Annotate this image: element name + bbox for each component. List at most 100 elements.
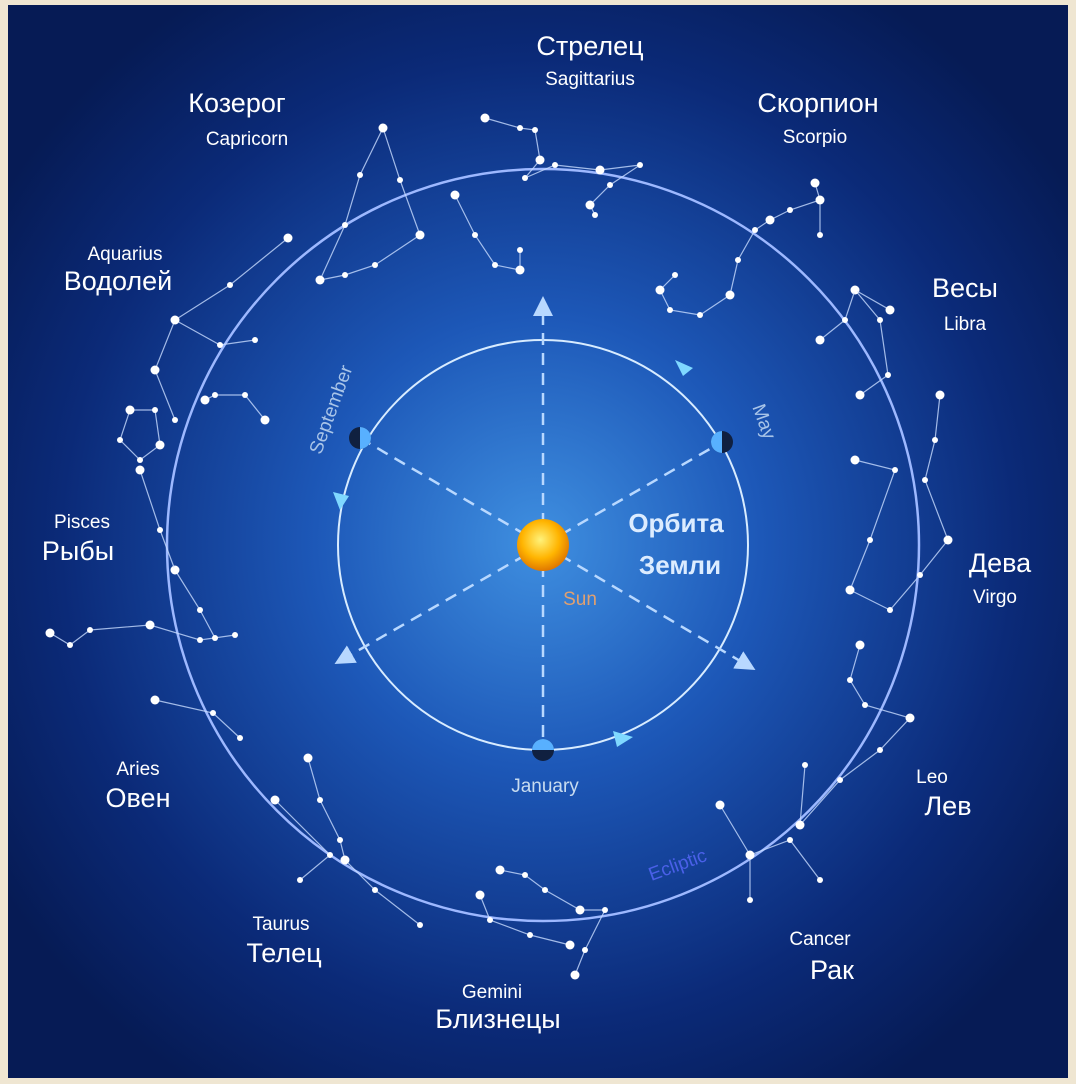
star bbox=[522, 872, 528, 878]
star bbox=[517, 125, 523, 131]
label: Рак bbox=[810, 955, 854, 985]
orbit-title: Орбита bbox=[628, 508, 724, 538]
star bbox=[607, 182, 613, 188]
label: Leo bbox=[916, 767, 948, 788]
star bbox=[472, 232, 478, 238]
label: Лев bbox=[924, 791, 971, 821]
star bbox=[917, 572, 923, 578]
star bbox=[602, 907, 608, 913]
star bbox=[527, 932, 533, 938]
label: Дева bbox=[969, 548, 1032, 578]
star bbox=[637, 162, 643, 168]
star bbox=[575, 905, 585, 915]
star bbox=[197, 607, 203, 613]
star bbox=[417, 922, 423, 928]
star bbox=[725, 290, 735, 300]
star bbox=[855, 640, 865, 650]
label: Овен bbox=[106, 783, 171, 813]
star bbox=[480, 113, 490, 123]
star bbox=[492, 262, 498, 268]
star bbox=[817, 877, 823, 883]
star bbox=[172, 417, 178, 423]
star bbox=[877, 317, 883, 323]
star bbox=[200, 395, 210, 405]
label: Cancer bbox=[789, 929, 851, 950]
label: Весы bbox=[932, 273, 998, 303]
star bbox=[842, 317, 848, 323]
star bbox=[850, 455, 860, 465]
star bbox=[517, 247, 523, 253]
constellation-line bbox=[49, 624, 236, 646]
label: Водолей bbox=[64, 266, 172, 296]
label: Gemini bbox=[462, 982, 522, 1003]
sun bbox=[517, 519, 569, 571]
star bbox=[212, 635, 218, 641]
star bbox=[303, 753, 313, 763]
star bbox=[297, 877, 303, 883]
star bbox=[715, 800, 725, 810]
star bbox=[475, 890, 485, 900]
star bbox=[252, 337, 258, 343]
direction-lines bbox=[334, 296, 756, 740]
star bbox=[887, 607, 893, 613]
star bbox=[745, 850, 755, 860]
star bbox=[157, 527, 163, 533]
star bbox=[735, 257, 741, 263]
star bbox=[117, 437, 123, 443]
star bbox=[152, 407, 158, 413]
star bbox=[487, 917, 493, 923]
star bbox=[877, 747, 883, 753]
star bbox=[892, 467, 898, 473]
star bbox=[197, 637, 203, 643]
star bbox=[852, 287, 858, 293]
orbit-title: Земли bbox=[639, 550, 721, 580]
star bbox=[585, 200, 595, 210]
constellation-line bbox=[849, 394, 949, 611]
star bbox=[532, 127, 538, 133]
star bbox=[862, 702, 868, 708]
star bbox=[697, 312, 703, 318]
star bbox=[565, 940, 575, 950]
label: Близнецы bbox=[435, 1004, 560, 1034]
star bbox=[150, 695, 160, 705]
star bbox=[217, 342, 223, 348]
star bbox=[515, 265, 525, 275]
star bbox=[582, 947, 588, 953]
orbit-arrows bbox=[333, 360, 693, 747]
star bbox=[595, 165, 605, 175]
star bbox=[415, 230, 425, 240]
star bbox=[283, 233, 293, 243]
ecliptic-circle bbox=[165, 167, 921, 923]
star bbox=[867, 537, 873, 543]
label: Стрелец bbox=[536, 31, 643, 61]
star bbox=[397, 177, 403, 183]
earth-positions bbox=[349, 427, 733, 761]
star bbox=[127, 407, 133, 413]
label: Aquarius bbox=[88, 244, 163, 265]
star bbox=[747, 897, 753, 903]
star bbox=[672, 272, 678, 278]
star bbox=[817, 232, 823, 238]
constellation-line bbox=[799, 644, 912, 827]
star bbox=[340, 855, 350, 865]
star bbox=[150, 365, 160, 375]
constellation-line bbox=[854, 289, 889, 396]
star bbox=[810, 178, 820, 188]
star bbox=[317, 797, 323, 803]
star bbox=[815, 335, 825, 345]
star bbox=[752, 227, 758, 233]
star bbox=[667, 307, 673, 313]
star bbox=[847, 677, 853, 683]
label: Taurus bbox=[252, 914, 309, 935]
star bbox=[315, 275, 325, 285]
star bbox=[535, 155, 545, 165]
star bbox=[260, 415, 270, 425]
constellation-stars bbox=[45, 113, 953, 980]
star bbox=[237, 735, 243, 741]
star bbox=[932, 437, 938, 443]
star bbox=[855, 390, 865, 400]
star bbox=[885, 372, 891, 378]
star bbox=[270, 795, 280, 805]
star bbox=[342, 272, 348, 278]
